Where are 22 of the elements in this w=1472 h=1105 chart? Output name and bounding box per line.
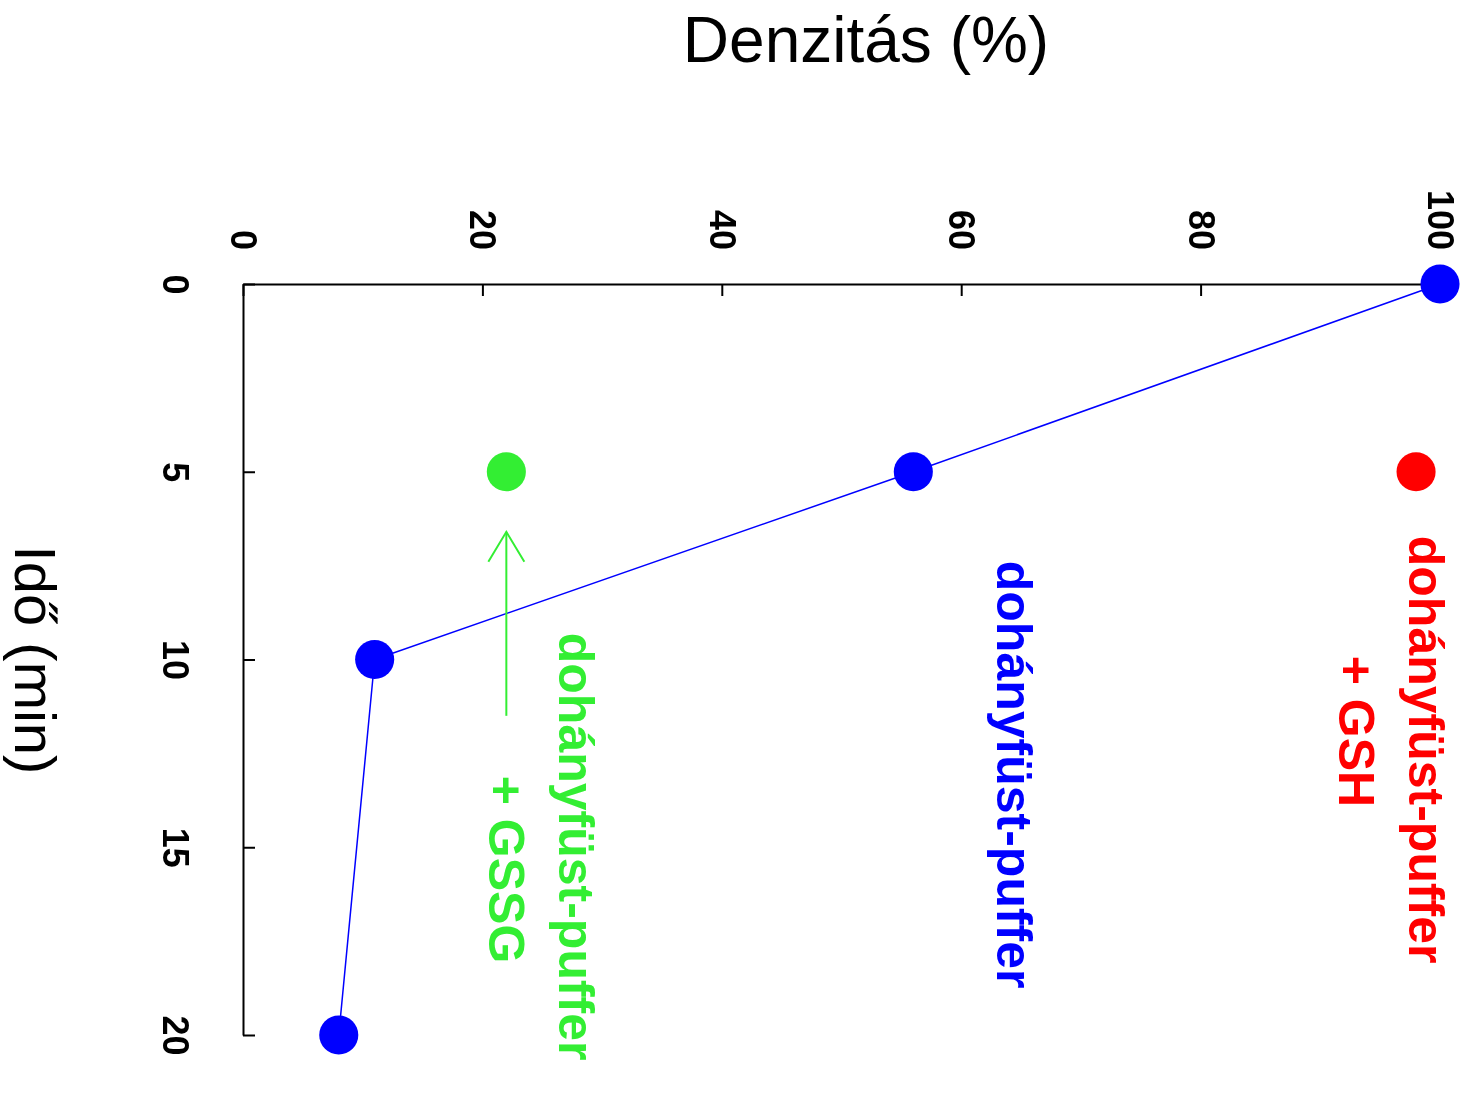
x-axis-title: Denzitás (%) — [682, 4, 1050, 76]
point — [319, 1015, 359, 1055]
x-tick-label: 80 — [1180, 209, 1222, 250]
text: dohányfüst-puffer + GSSG — [478, 632, 605, 1061]
point — [1396, 452, 1436, 492]
x-tick-label: 0 — [223, 229, 264, 250]
y-tick-label: 5 — [154, 462, 196, 483]
y-tick-label: 0 — [154, 274, 196, 295]
x-tick-label: 100 — [1420, 189, 1461, 250]
text: dohányfüst-puffer + GSH — [1328, 535, 1455, 964]
y-tick-label: 15 — [154, 827, 196, 868]
y-tick-label: 10 — [154, 639, 196, 681]
x-tick-label: 40 — [701, 209, 743, 250]
point — [486, 452, 526, 492]
x-tick-label: 20 — [462, 209, 504, 250]
x-tick-label: 60 — [941, 209, 983, 250]
text: dohányfüst-puffer — [986, 560, 1043, 989]
point — [893, 452, 933, 492]
point — [1420, 264, 1460, 304]
y-tick-label: 20 — [154, 1015, 196, 1056]
point — [355, 639, 395, 680]
y-axis-title: Idő (min) — [2, 545, 68, 775]
